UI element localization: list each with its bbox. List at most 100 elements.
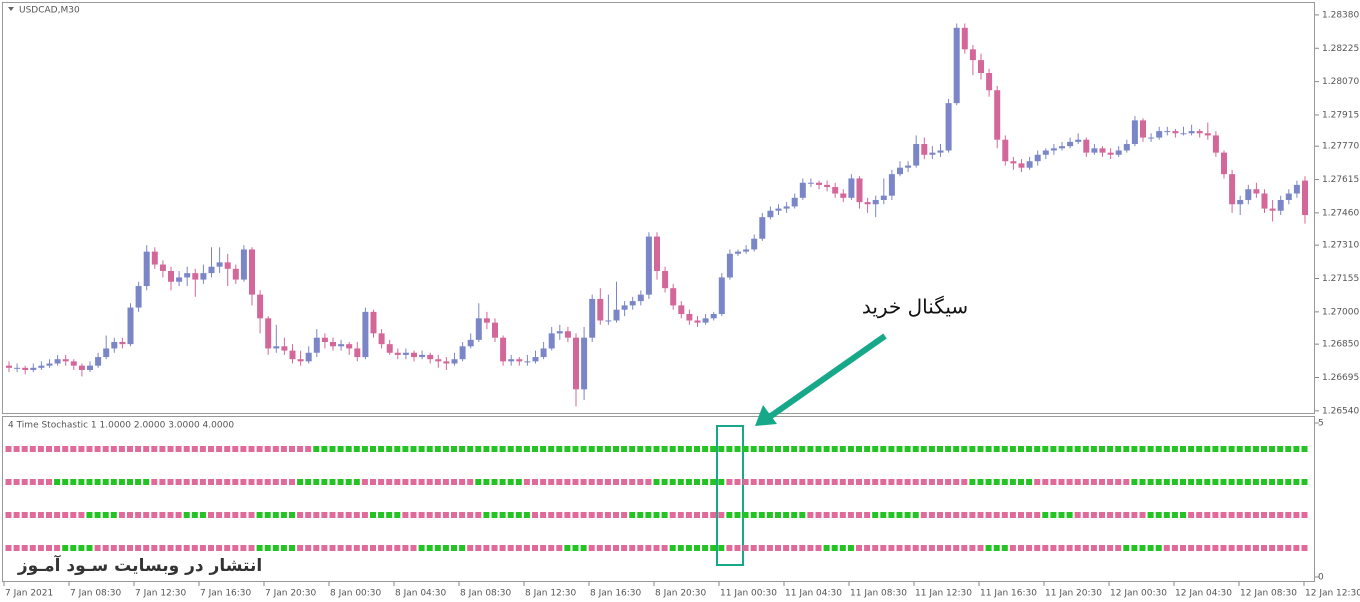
signal-dot bbox=[532, 446, 538, 452]
signal-dot bbox=[199, 479, 206, 485]
signal-dot bbox=[750, 512, 757, 518]
signal-dot bbox=[151, 446, 158, 452]
signal-dot bbox=[13, 512, 20, 518]
signal-dot bbox=[361, 512, 368, 518]
signal-dot bbox=[880, 512, 887, 518]
candle-body bbox=[880, 195, 887, 200]
signal-dot bbox=[94, 512, 101, 518]
candle-body bbox=[1131, 120, 1138, 145]
signal-dot bbox=[297, 545, 304, 551]
signal-dot bbox=[256, 545, 263, 551]
signal-dot bbox=[1001, 512, 1008, 518]
signal-dot bbox=[1107, 512, 1114, 518]
symbol-arrow bbox=[8, 7, 14, 11]
signal-dot bbox=[175, 479, 182, 485]
signal-dot bbox=[37, 479, 44, 485]
signal-dot bbox=[945, 512, 952, 518]
signal-dot bbox=[1090, 479, 1097, 485]
signal-dot bbox=[1099, 446, 1105, 452]
candle-body bbox=[1229, 174, 1236, 205]
signal-dot bbox=[1026, 479, 1033, 485]
signal-dot bbox=[94, 479, 101, 485]
signal-dot bbox=[523, 545, 530, 551]
signal-dot bbox=[159, 446, 166, 452]
candle-body bbox=[265, 318, 272, 349]
signal-dot bbox=[289, 512, 295, 518]
signal-dot bbox=[953, 512, 960, 518]
signal-dot bbox=[1252, 479, 1259, 485]
signal-dot bbox=[54, 512, 61, 518]
signal-dot bbox=[937, 479, 943, 485]
signal-dot bbox=[272, 512, 279, 518]
signal-dot bbox=[1155, 479, 1162, 485]
signal-dot bbox=[1147, 446, 1154, 452]
signal-dot bbox=[718, 512, 725, 518]
signal-dot bbox=[920, 545, 927, 551]
candle-body bbox=[1188, 131, 1195, 134]
signal-dot bbox=[621, 512, 628, 518]
signal-dot bbox=[613, 446, 619, 452]
signal-dot bbox=[1220, 545, 1227, 551]
signal-dot bbox=[289, 545, 295, 551]
signal-dot bbox=[653, 512, 660, 518]
signal-dot bbox=[329, 446, 336, 452]
signal-dot bbox=[1099, 479, 1105, 485]
signal-dot bbox=[766, 479, 773, 485]
signal-dot bbox=[815, 512, 822, 518]
candle-body bbox=[354, 348, 361, 358]
signal-dot bbox=[1034, 479, 1041, 485]
candle-body bbox=[694, 320, 701, 323]
candle-body bbox=[402, 352, 409, 355]
signal-dot bbox=[726, 479, 733, 485]
candle-body bbox=[1018, 163, 1025, 168]
signal-dot bbox=[1163, 479, 1170, 485]
signal-dot bbox=[86, 446, 93, 452]
candle-body bbox=[1285, 193, 1292, 200]
signal-dot bbox=[945, 545, 952, 551]
signal-dot bbox=[702, 446, 709, 452]
signal-dot bbox=[993, 446, 1000, 452]
signal-dot bbox=[872, 479, 879, 485]
signal-dot bbox=[621, 446, 628, 452]
signal-dot bbox=[1099, 545, 1105, 551]
signal-dot bbox=[370, 446, 376, 452]
signal-dot bbox=[572, 512, 579, 518]
signal-dot bbox=[839, 545, 846, 551]
signal-dot bbox=[224, 479, 231, 485]
signal-dot bbox=[920, 479, 927, 485]
signal-dot bbox=[394, 479, 401, 485]
signal-dot bbox=[1261, 446, 1267, 452]
candle-body bbox=[127, 307, 134, 345]
signal-dot bbox=[661, 512, 668, 518]
signal-dot bbox=[345, 446, 352, 452]
signal-dot bbox=[118, 446, 125, 452]
signal-dot bbox=[102, 479, 109, 485]
x-tick-label: 8 Jan 12:30 bbox=[525, 589, 577, 599]
signal-dot bbox=[1252, 545, 1259, 551]
signal-dot bbox=[410, 545, 417, 551]
signal-dot bbox=[29, 479, 36, 485]
y-tick-label: 1.28225 bbox=[1322, 44, 1359, 54]
signal-dot bbox=[1090, 545, 1097, 551]
signal-dot bbox=[645, 512, 652, 518]
signal-dot bbox=[872, 512, 879, 518]
signal-dot bbox=[127, 446, 133, 452]
signal-dot bbox=[1058, 446, 1065, 452]
signal-dot bbox=[783, 446, 790, 452]
signal-dot bbox=[1066, 545, 1073, 551]
signal-dot bbox=[1228, 446, 1235, 452]
candle-body bbox=[143, 251, 150, 287]
signal-dot bbox=[629, 446, 636, 452]
signal-dot bbox=[758, 446, 765, 452]
signal-dot bbox=[1228, 479, 1235, 485]
signal-dot bbox=[1139, 446, 1146, 452]
candle-body bbox=[330, 341, 336, 347]
candle-body bbox=[273, 346, 280, 349]
signal-dot bbox=[799, 545, 806, 551]
signal-dot bbox=[313, 446, 320, 452]
signal-dot bbox=[345, 512, 352, 518]
candle-body bbox=[921, 144, 928, 155]
signal-dot bbox=[1107, 446, 1114, 452]
signal-dot bbox=[434, 545, 441, 551]
